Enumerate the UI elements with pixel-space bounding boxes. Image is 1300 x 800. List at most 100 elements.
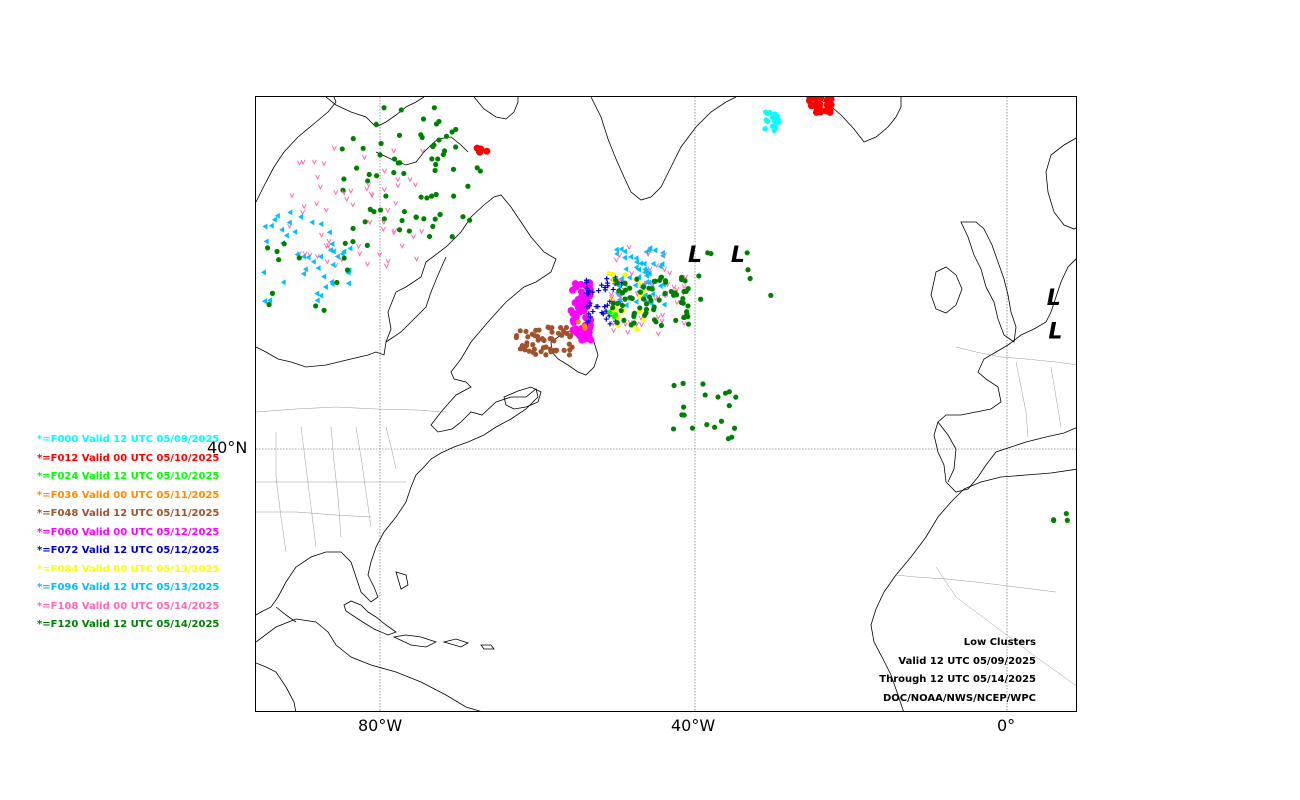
cluster-marker: [435, 156, 441, 162]
cluster-marker: [340, 187, 346, 193]
cluster-marker: [584, 285, 590, 291]
cluster-marker: [584, 303, 590, 309]
cluster-marker: [453, 126, 459, 133]
cluster-marker: [271, 216, 277, 223]
low-center-label: L: [1048, 320, 1062, 345]
cluster-marker: [321, 161, 327, 167]
cluster-marker: [681, 314, 687, 320]
cluster-marker: [613, 257, 619, 263]
cluster-marker: [633, 255, 639, 262]
cluster-marker: [824, 102, 832, 110]
cluster-marker: [602, 304, 608, 310]
lon-tick-label: 40°W: [671, 716, 716, 735]
cluster-marker: [321, 307, 327, 313]
cluster-marker: [391, 169, 397, 176]
cluster-marker: [426, 233, 433, 240]
cluster-marker: [523, 328, 529, 335]
lat-tick-label: 40°N: [207, 438, 248, 457]
cluster-marker: [331, 145, 337, 152]
cluster-marker: [279, 226, 285, 233]
cluster-marker: [383, 193, 389, 199]
cluster-marker: [662, 290, 668, 296]
legend-item: *=F012 Valid 00 UTC 05/10/2025: [37, 452, 220, 464]
cluster-marker: [622, 296, 628, 302]
cluster-marker: [647, 266, 653, 272]
cluster-marker: [685, 286, 691, 292]
cluster-marker: [341, 176, 347, 182]
low-center-markers: L LLL: [688, 243, 1062, 345]
cluster-marker: [632, 282, 638, 289]
cluster-marker: [600, 311, 606, 317]
cluster-marker: [682, 278, 688, 284]
cluster-marker: [626, 274, 632, 281]
cluster-markers: [260, 97, 1070, 524]
cluster-marker: [614, 280, 621, 286]
cluster-marker: [395, 183, 401, 189]
graticule: [256, 97, 1076, 711]
cluster-marker: [653, 295, 658, 302]
cluster-marker: [440, 151, 446, 158]
cluster-marker: [626, 244, 632, 251]
cluster-marker: [596, 288, 602, 294]
cluster-marker: [733, 394, 739, 400]
cluster-marker: [599, 282, 605, 288]
cluster-marker: [567, 347, 573, 353]
cluster-marker: [684, 309, 690, 315]
cluster-marker: [449, 234, 455, 240]
cluster-marker: [350, 225, 356, 232]
cluster-marker: [377, 207, 384, 213]
cluster-marker: [467, 217, 473, 223]
cluster-marker: [549, 329, 555, 335]
cluster-marker: [309, 219, 315, 226]
cluster-marker: [643, 280, 649, 286]
cluster-marker: [651, 307, 657, 313]
cluster-marker: [530, 342, 536, 348]
cluster-marker: [286, 219, 292, 226]
cluster-marker: [533, 327, 539, 333]
cluster-marker: [261, 298, 267, 305]
cluster-marker: [681, 320, 687, 327]
cluster-marker: [398, 107, 404, 113]
cluster-marker: [525, 334, 531, 340]
cluster-marker: [477, 168, 483, 174]
cluster-marker: [334, 279, 340, 286]
cluster-marker: [381, 220, 387, 226]
cluster-marker: [718, 418, 725, 424]
cluster-marker: [674, 300, 680, 306]
cluster-marker: [636, 266, 642, 273]
cluster-marker: [367, 219, 373, 226]
cluster-marker: [653, 319, 659, 325]
cluster-marker: [1051, 517, 1057, 524]
cluster-marker: [610, 271, 616, 278]
cluster-marker: [643, 279, 649, 286]
cluster-marker: [292, 228, 298, 235]
cluster-marker: [327, 247, 333, 254]
cluster-marker: [364, 242, 370, 248]
cluster-marker: [345, 280, 351, 287]
cluster-marker: [656, 297, 662, 303]
cluster-marker: [667, 270, 673, 276]
cluster-marker: [662, 252, 667, 258]
cluster-marker: [431, 105, 437, 111]
cluster-marker: [644, 270, 650, 277]
cluster-marker: [399, 243, 405, 249]
cluster-marker: [433, 191, 439, 198]
cluster-marker: [826, 108, 834, 116]
info-source: DOC/NOAA/NWS/NCEP/WPC: [883, 693, 1036, 704]
cluster-marker: [414, 256, 420, 262]
cluster-marker: [474, 165, 480, 171]
legend-item: *=F024 Valid 12 UTC 05/10/2025: [37, 471, 220, 482]
cluster-marker: [610, 305, 616, 311]
legend-item: *=F096 Valid 12 UTC 05/13/2025: [37, 582, 220, 593]
cluster-marker: [365, 178, 371, 184]
cluster-marker: [604, 276, 610, 282]
cluster-marker: [702, 392, 708, 398]
cluster-marker: [698, 296, 704, 302]
cluster-marker: [618, 246, 624, 253]
cluster-marker: [775, 119, 781, 125]
cluster-marker: [342, 240, 348, 246]
cluster-marker: [348, 188, 354, 194]
cluster-marker: [652, 247, 658, 254]
cluster-marker: [641, 260, 647, 267]
cluster-marker: [326, 238, 332, 245]
